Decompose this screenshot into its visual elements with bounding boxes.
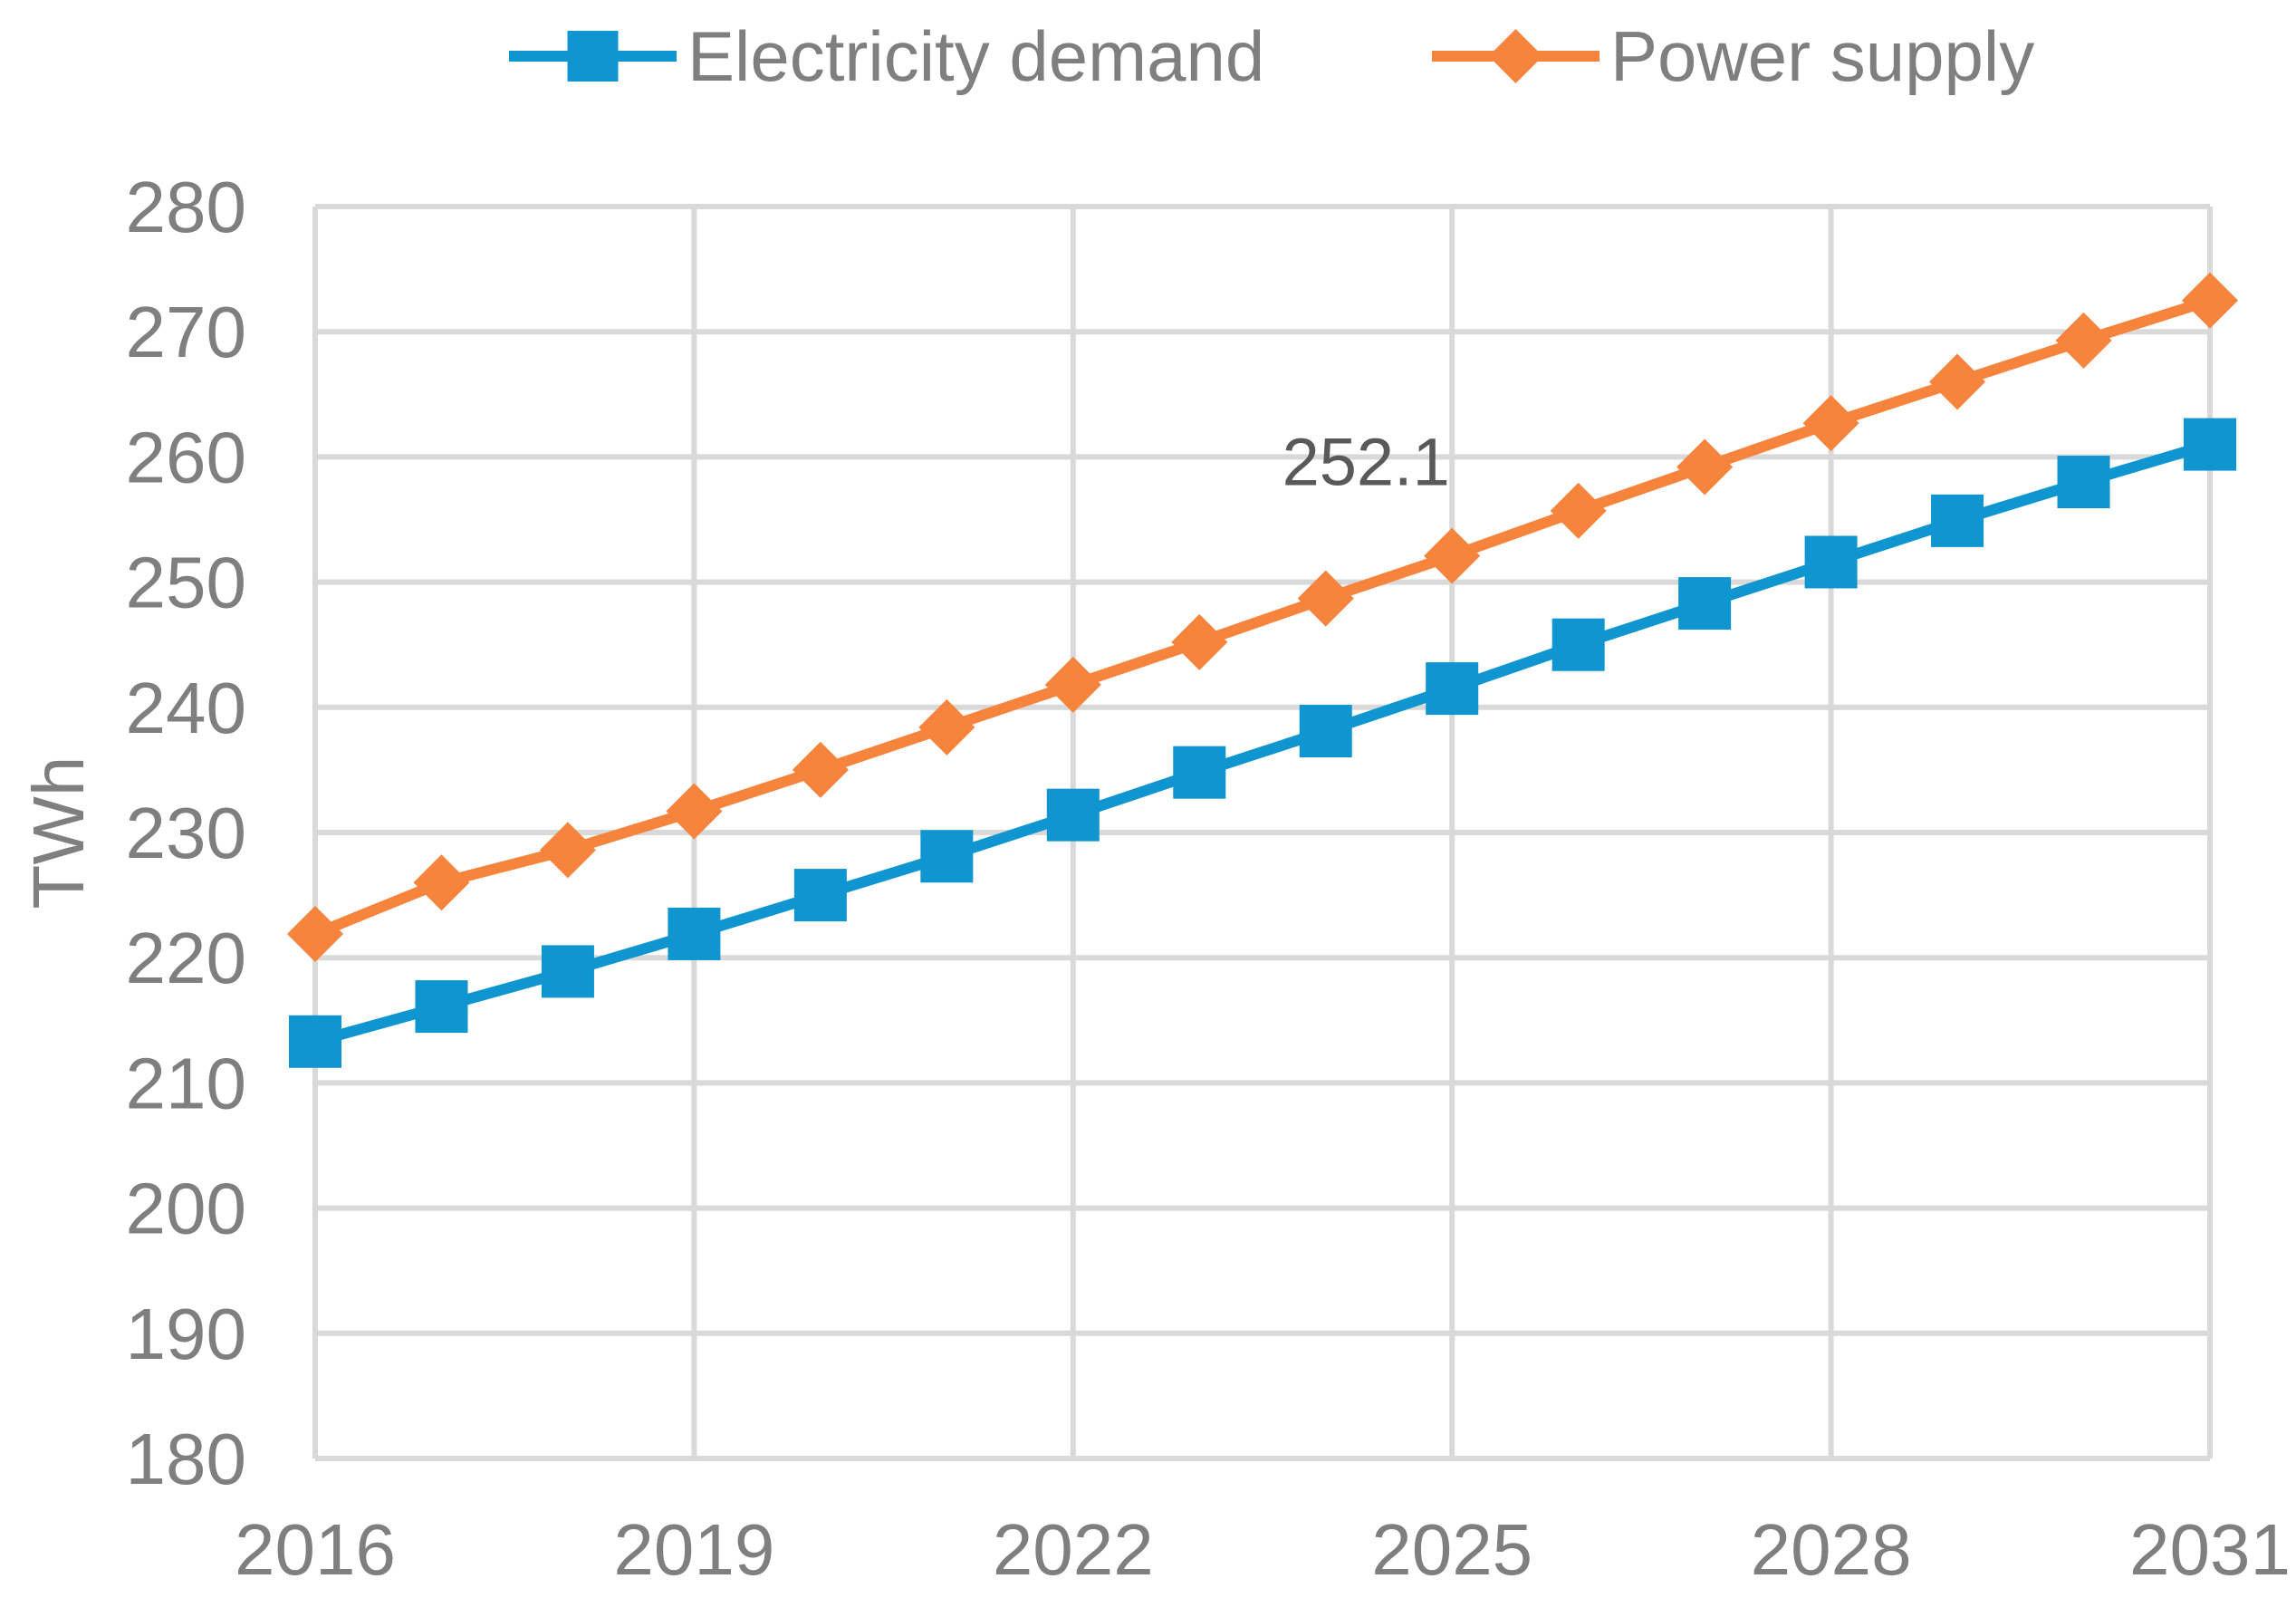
legend-square-marker: [567, 31, 619, 82]
y-tick-label-190: 190: [126, 1294, 246, 1374]
y-tick-label-260: 260: [126, 417, 246, 497]
marker-electricity-demand-2029: [1931, 494, 1984, 547]
marker-power-supply-2025: [1424, 527, 1481, 584]
x-tick-label-2028: 2028: [1751, 1509, 1912, 1590]
series-layer: [287, 272, 2238, 1068]
marker-electricity-demand-2023: [1173, 746, 1226, 799]
data-label-2025: 252.1: [1282, 425, 1450, 500]
legend-label-electricity-demand: Electricity demand: [687, 16, 1264, 96]
y-tick-label-210: 210: [126, 1043, 246, 1123]
marker-electricity-demand-2018: [541, 945, 594, 998]
marker-power-supply-2024: [1297, 570, 1354, 627]
marker-electricity-demand-2024: [1299, 705, 1352, 758]
marker-power-supply-2016: [287, 905, 343, 962]
legend-label-power-supply: Power supply: [1610, 16, 2034, 96]
marker-electricity-demand-2021: [920, 830, 974, 883]
marker-power-supply-2028: [1802, 395, 1859, 452]
x-tick-label-2019: 2019: [613, 1509, 774, 1590]
x-tick-label-2031: 2031: [2129, 1509, 2291, 1590]
y-tick-label-240: 240: [126, 668, 246, 748]
x-axis-ticks: 2016 2019 2022 2025 2028 2031: [235, 1509, 2291, 1590]
x-tick-label-2016: 2016: [235, 1509, 396, 1590]
marker-electricity-demand-2030: [2057, 456, 2110, 509]
legend-item-electricity-demand: Electricity demand: [509, 16, 1264, 96]
marker-power-supply-2020: [792, 741, 849, 798]
series-line-power-supply: [312, 294, 2212, 939]
x-tick-label-2022: 2022: [993, 1509, 1154, 1590]
marker-power-supply-2022: [1044, 656, 1101, 713]
marker-power-supply-2023: [1171, 613, 1228, 670]
y-axis-title: TWh: [18, 756, 99, 910]
series-line-electricity-demand: [313, 438, 2212, 1047]
y-tick-label-200: 200: [126, 1169, 246, 1249]
y-axis-ticks: 180 190 200 210 220 230 240 250 260 270 280: [126, 167, 246, 1499]
marker-electricity-demand-2017: [415, 980, 468, 1034]
y-tick-label-220: 220: [126, 918, 246, 998]
legend-item-power-supply: Power supply: [1432, 16, 2034, 96]
series-power-supply: [287, 272, 2238, 962]
marker-power-supply-2030: [2055, 312, 2112, 369]
marker-electricity-demand-2028: [1804, 535, 1858, 589]
y-tick-label-270: 270: [126, 292, 246, 372]
y-tick-label-230: 230: [126, 793, 246, 873]
gridlines: [312, 204, 2213, 1461]
marker-power-supply-2021: [918, 698, 975, 756]
marker-power-supply-2029: [1929, 353, 1986, 410]
marker-power-supply-2017: [413, 854, 470, 911]
marker-power-supply-2026: [1550, 482, 1607, 539]
marker-electricity-demand-2026: [1551, 618, 1605, 671]
legend: Electricity demand Power supply: [509, 16, 2034, 96]
marker-electricity-demand-2020: [793, 869, 847, 922]
series-electricity-demand: [289, 418, 2236, 1068]
marker-electricity-demand-2031: [2184, 418, 2236, 471]
marker-power-supply-2027: [1676, 438, 1734, 496]
marker-electricity-demand-2025: [1426, 662, 1479, 716]
y-tick-label-280: 280: [126, 167, 246, 247]
marker-power-supply-2019: [666, 783, 723, 840]
marker-power-supply-2018: [539, 822, 596, 879]
y-tick-label-180: 180: [126, 1419, 246, 1499]
marker-electricity-demand-2016: [289, 1015, 341, 1068]
legend-diamond-marker: [1488, 29, 1543, 83]
marker-electricity-demand-2019: [668, 907, 721, 960]
marker-power-supply-2031: [2182, 272, 2238, 329]
marker-electricity-demand-2022: [1046, 788, 1100, 842]
y-tick-label-250: 250: [126, 543, 246, 623]
marker-electricity-demand-2027: [1678, 577, 1732, 631]
annotations: 252.1: [1282, 425, 1450, 500]
x-tick-label-2025: 2025: [1371, 1509, 1532, 1590]
